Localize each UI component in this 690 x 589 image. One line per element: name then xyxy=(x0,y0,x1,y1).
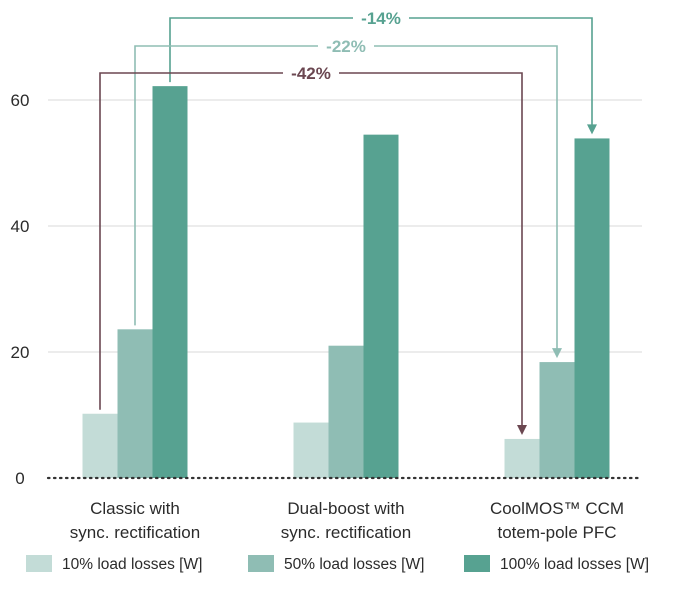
bar xyxy=(328,345,364,478)
axis-layer: 0 20 40 60 Classic with sync. rectification Du… xyxy=(11,91,644,542)
x-tick-label: CoolMOS™ CCM xyxy=(490,499,624,518)
annotation-connector xyxy=(169,17,353,83)
legend-swatch xyxy=(464,555,490,572)
annotation-label: -14% xyxy=(361,9,401,28)
legend-label: 10% load losses [W] xyxy=(62,556,202,573)
annotation-connector xyxy=(99,72,283,410)
legend-swatch xyxy=(248,555,274,572)
legend-label: 100% load losses [W] xyxy=(500,556,649,573)
bar xyxy=(117,329,153,478)
x-tick-label: Classic with xyxy=(90,499,180,518)
annotation-connector xyxy=(374,45,558,351)
annotation-arrowhead xyxy=(552,348,562,359)
legend-swatch xyxy=(26,555,52,572)
annotation-layer: -14% -22% -42% xyxy=(99,9,597,435)
bar xyxy=(539,362,575,478)
bar xyxy=(82,413,118,478)
legend-label: 50% load losses [W] xyxy=(284,556,424,573)
annotation-arrowhead xyxy=(587,124,597,135)
bar xyxy=(504,438,540,478)
bar xyxy=(293,422,329,478)
y-tick-label: 20 xyxy=(11,343,30,362)
grid-layer xyxy=(48,99,642,353)
x-tick-label: Dual-boost with xyxy=(287,499,404,518)
x-tick-label: sync. rectification xyxy=(281,523,411,542)
x-tick-label: sync. rectification xyxy=(70,523,200,542)
annotation-label: -42% xyxy=(291,64,331,83)
annotation-connector xyxy=(409,17,593,127)
annotation-arrowhead xyxy=(517,424,527,435)
y-tick-label: 0 xyxy=(15,469,24,488)
bar xyxy=(574,138,610,478)
legend: 10% load losses [W] 50% load losses [W] 10… xyxy=(26,555,649,573)
annotation-connector xyxy=(134,45,318,326)
annotation-label: -22% xyxy=(326,37,366,56)
bar xyxy=(152,86,188,478)
bar xyxy=(363,134,399,478)
bars-layer xyxy=(82,86,610,478)
x-tick-label: totem-pole PFC xyxy=(497,523,616,542)
annotation-connector xyxy=(339,72,523,427)
y-tick-label: 40 xyxy=(11,217,30,236)
y-tick-label: 60 xyxy=(11,91,30,110)
